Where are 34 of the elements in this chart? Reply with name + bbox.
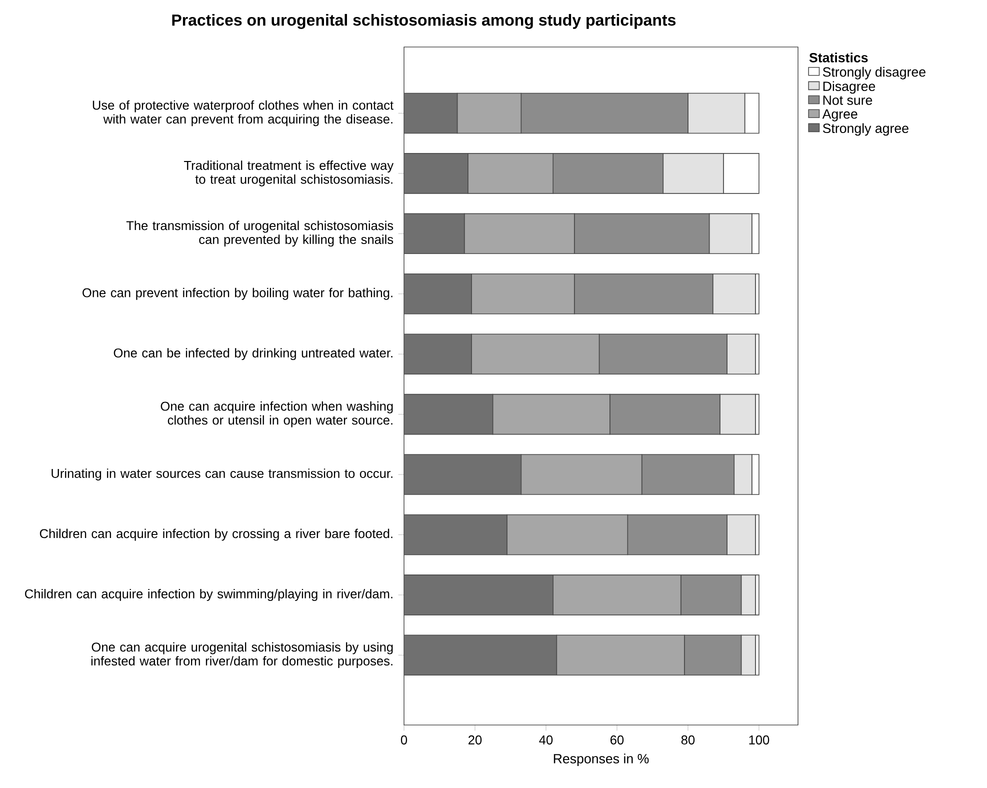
y-tick-label: Children can acquire infection by crossing a river bare footed.	[40, 528, 392, 541]
bar	[404, 273, 472, 314]
y-tick-label: Urinating in water sources can cause transmission to occur.	[52, 468, 392, 480]
bar	[404, 394, 494, 435]
y-tick-label: Traditional treatment is effective way to treat urogenital schistosomiasis.	[184, 160, 394, 186]
bar	[404, 153, 468, 194]
bar	[404, 574, 554, 616]
bar	[404, 334, 472, 374]
x-tick-label: 60	[610, 735, 624, 744]
legend-label: Disagree	[823, 81, 876, 94]
x-tick-label: 40	[539, 735, 553, 744]
x-axis-title: Responses in %	[554, 754, 649, 766]
x-tick-label: 0	[400, 735, 408, 744]
chart-title: Practices on urogenital schistosomiasis among study participants	[172, 14, 676, 29]
bar	[404, 454, 522, 495]
legend-label: Strongly disagree	[822, 66, 926, 80]
y-tick-label: The transmission of urogenital schistosomiasis can prevented by killing the snails	[126, 220, 394, 247]
bar	[404, 634, 558, 676]
y-tick-label: Children can acquire infection by swimming/playing in river/dam.	[25, 588, 392, 601]
y-tick-label: One can acquire urogenital schistosomiasis by using infested water from river/dam for domestic purposes.	[91, 642, 393, 668]
legend-label: Agree	[822, 109, 858, 122]
bar	[404, 92, 458, 134]
y-tick-label: Use of protective waterproof clothes when in contact with water can prevent from acquiring the disease.	[92, 100, 394, 126]
legend-label: Not sure	[823, 96, 872, 105]
y-tick-label: One can acquire infection when washing clothes or utensil in open water source.	[160, 401, 393, 428]
y-tick-label: One can prevent infection by boiling water for bathing.	[82, 288, 392, 300]
bar	[404, 213, 465, 254]
x-tick-label: 100	[749, 735, 770, 744]
legend-label: Strongly agree	[822, 123, 908, 136]
legend-title: Statistics	[809, 52, 868, 62]
x-tick-label: 80	[681, 735, 695, 744]
y-tick-label: One can be infected by drinking untreated water.	[114, 348, 392, 360]
bar	[404, 514, 508, 556]
x-tick-label: 20	[468, 735, 482, 744]
